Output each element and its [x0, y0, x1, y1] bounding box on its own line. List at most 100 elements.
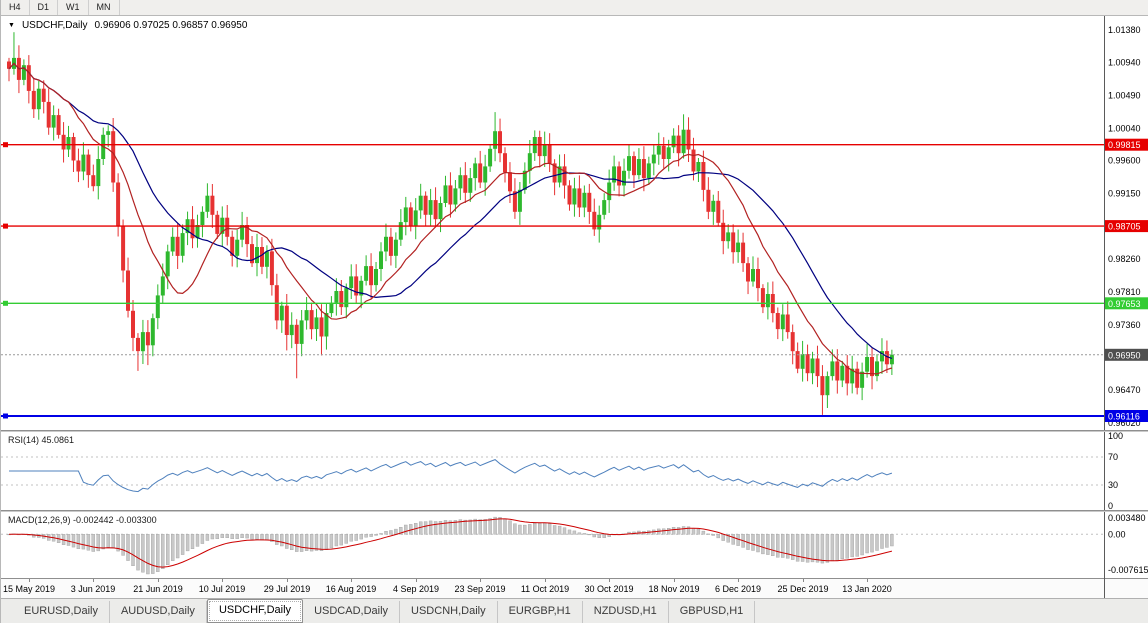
- macd-histogram-bar: [667, 528, 671, 535]
- candle-body: [96, 159, 101, 187]
- price-axis-label: 0.98260: [1108, 254, 1141, 264]
- candle-body: [493, 131, 498, 149]
- macd-histogram-bar: [870, 534, 874, 553]
- rsi-axis-label: 70: [1108, 452, 1118, 462]
- macd-histogram-bar: [304, 534, 309, 551]
- panel-separator[interactable]: [1, 510, 1148, 513]
- candle-body: [805, 354, 810, 374]
- macd-histogram-bar: [66, 534, 71, 546]
- time-axis-tick: [867, 579, 868, 582]
- candle-body: [830, 361, 835, 377]
- candle-body: [552, 163, 557, 183]
- candles: [7, 32, 894, 415]
- rsi-panel-svg[interactable]: 100 70 30 0: [1, 432, 1148, 510]
- candle-body: [880, 351, 884, 362]
- candle-body: [592, 211, 597, 230]
- candle-body: [428, 200, 433, 215]
- candle-body: [537, 137, 542, 157]
- candle-body: [334, 291, 339, 303]
- price-axis-label: 0.99150: [1108, 189, 1141, 199]
- macd-histogram-bar: [855, 534, 859, 557]
- macd-histogram-bar: [771, 534, 775, 556]
- candle-body: [190, 219, 195, 239]
- candle-body: [716, 200, 721, 223]
- line-drag-handle[interactable]: [3, 142, 8, 148]
- chart-tab-eurusd[interactable]: EURUSD,Daily: [13, 601, 110, 623]
- macd-histogram-bar: [295, 534, 299, 552]
- macd-histogram-bar: [260, 534, 264, 541]
- candle-body: [815, 358, 820, 377]
- time-axis-label: 16 Aug 2019: [325, 584, 377, 594]
- macd-histogram-bar: [781, 534, 785, 558]
- time-axis-label: 15 May 2019: [2, 584, 56, 594]
- panel-separator[interactable]: [1, 430, 1148, 433]
- macd-histogram-bar: [776, 534, 780, 558]
- macd-histogram-bar: [369, 534, 373, 537]
- macd-histogram-bar: [468, 519, 472, 535]
- timeframe-button-w1[interactable]: W1: [58, 0, 89, 15]
- chart-symbol-label: USDCHF,Daily: [21, 20, 88, 31]
- macd-histogram-bar: [696, 528, 701, 535]
- macd-histogram-bar: [230, 534, 234, 539]
- candle-body: [126, 270, 130, 311]
- macd-histogram-bar: [275, 534, 279, 545]
- macd-histogram-bar: [141, 534, 145, 573]
- candle-body: [795, 351, 800, 369]
- chart-tab-gbpusd[interactable]: GBPUSD,H1: [669, 601, 756, 623]
- timeframe-button-mn[interactable]: MN: [89, 0, 120, 15]
- macd-histogram-bar: [567, 529, 572, 535]
- candle-body: [597, 214, 602, 230]
- candle-body: [825, 376, 830, 396]
- time-axis-label: 6 Dec 2019: [714, 584, 762, 594]
- candle-body: [641, 159, 646, 179]
- chart-tab-audusd[interactable]: AUDUSD,Daily: [110, 601, 207, 623]
- macd-histogram-bar: [572, 530, 577, 535]
- macd-histogram-bar: [721, 534, 725, 541]
- candle-body: [304, 310, 309, 321]
- macd-histogram-bar: [786, 534, 790, 559]
- chart-tab-usdcad[interactable]: USDCAD,Daily: [303, 601, 401, 623]
- price-chart-svg[interactable]: 1.01380 1.00940 1.00490 1.00040 0.99600 0.991…: [1, 16, 1148, 430]
- candle-body: [701, 162, 706, 190]
- macd-histogram-bar: [602, 534, 606, 538]
- candle-body: [230, 236, 235, 256]
- price-tag-text: 0.96950: [1108, 350, 1141, 360]
- chart-tab-usdcnh[interactable]: USDCNH,Daily: [400, 601, 498, 623]
- candle-body: [651, 154, 656, 164]
- line-drag-handle[interactable]: [3, 413, 8, 419]
- chart-tab-eurgbp[interactable]: EURGBP,H1: [498, 601, 583, 623]
- macd-histogram-bar: [339, 534, 343, 546]
- timeframe-button-h4[interactable]: H4: [1, 0, 30, 15]
- macd-panel-svg[interactable]: 0.003480 0.00 -0.007615: [1, 512, 1148, 578]
- time-axis[interactable]: 15 May 2019 3 Jun 2019 21 Jun 2019 10 Jul 2…: [1, 578, 1148, 599]
- macd-histogram-bar: [235, 534, 239, 539]
- macd-histogram-bar: [156, 534, 160, 572]
- macd-histogram-bar: [364, 534, 368, 538]
- chart-tab-usdchf[interactable]: USDCHF,Daily: [206, 599, 304, 623]
- chart-ohlc-values: 0.96906 0.97025 0.96857 0.96950: [94, 20, 248, 31]
- candle-body: [21, 65, 26, 80]
- candle-body: [607, 182, 612, 201]
- macd-histogram-bar: [860, 534, 864, 556]
- symbol-dropdown-icon[interactable]: ▼: [8, 22, 15, 29]
- candle-body: [81, 154, 86, 172]
- macd-histogram-bar: [438, 521, 443, 535]
- rsi-axis-label: 0: [1108, 501, 1113, 510]
- timeframe-button-d1[interactable]: D1: [30, 0, 59, 15]
- macd-histogram-bar: [691, 528, 696, 535]
- macd-histogram-bar: [101, 534, 105, 550]
- ma-fast-line: [8, 62, 893, 375]
- price-tag: 0.99815: [1105, 138, 1148, 151]
- line-drag-handle[interactable]: [3, 223, 8, 229]
- chart-tab-nzdusd[interactable]: NZDUSD,H1: [583, 601, 669, 623]
- macd-histogram-bar: [706, 533, 711, 535]
- macd-histogram-bar: [285, 534, 289, 549]
- line-drag-handle[interactable]: [3, 300, 8, 306]
- macd-histogram-bar: [81, 534, 86, 550]
- macd-histogram-bar: [314, 534, 319, 551]
- macd-histogram-bar: [344, 534, 348, 544]
- candle-body: [790, 332, 795, 352]
- candle-body: [845, 365, 850, 384]
- candle-body: [741, 242, 746, 264]
- macd-histogram-bar: [865, 534, 869, 554]
